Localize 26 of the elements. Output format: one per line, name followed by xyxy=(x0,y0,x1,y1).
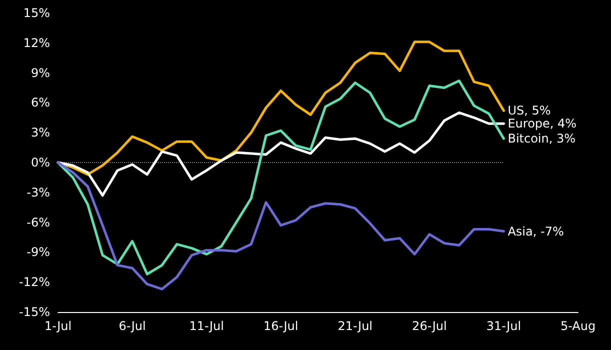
y-tick-label: -12% xyxy=(18,275,50,290)
y-tick-label: 3% xyxy=(30,126,50,140)
x-tick-label: 21-Jul xyxy=(338,319,373,333)
y-tick-label: 15% xyxy=(23,6,50,20)
line-series xyxy=(56,111,505,197)
line-series xyxy=(56,80,505,276)
x-tick-label: 11-Jul xyxy=(189,319,224,333)
x-tick-label: 6-Jul xyxy=(118,319,146,333)
series-label: Europe, 4% xyxy=(508,116,577,131)
x-tick-label: 1-Jul xyxy=(44,319,72,333)
y-tick-label: -3% xyxy=(26,185,50,200)
x-tick-label: 31-Jul xyxy=(486,319,522,333)
series-label: US, 5% xyxy=(508,104,551,118)
y-tick-label: -15% xyxy=(18,305,50,319)
y-tick-label: -6% xyxy=(26,215,50,230)
series-label: Asia, -7% xyxy=(508,224,564,238)
series-label: Bitcoin, 3% xyxy=(508,132,576,146)
x-tick-label: 5-Aug xyxy=(560,319,596,333)
x-tick-label: 16-Jul xyxy=(263,319,298,333)
y-tick-label: 6% xyxy=(30,96,50,110)
line-series xyxy=(56,161,505,290)
x-tick-label: 26-Jul xyxy=(412,319,447,333)
y-tick-label: 12% xyxy=(23,36,50,50)
y-tick-label: 0% xyxy=(30,156,50,170)
y-tick-label: -9% xyxy=(26,245,50,260)
y-tick-label: 9% xyxy=(30,66,50,80)
